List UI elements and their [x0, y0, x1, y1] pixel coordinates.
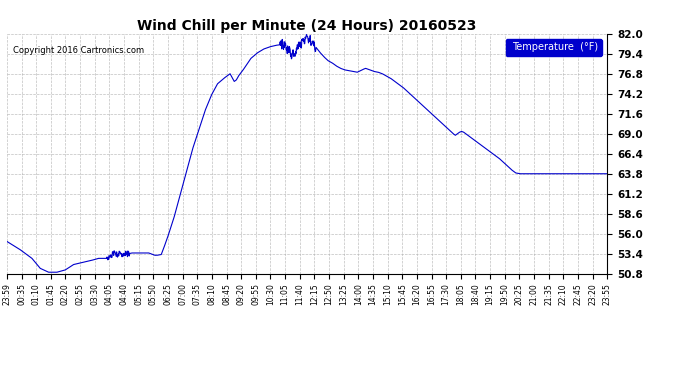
Legend: Temperature  (°F): Temperature (°F) [506, 39, 602, 56]
Title: Wind Chill per Minute (24 Hours) 20160523: Wind Chill per Minute (24 Hours) 2016052… [137, 19, 477, 33]
Text: Copyright 2016 Cartronics.com: Copyright 2016 Cartronics.com [13, 46, 144, 55]
